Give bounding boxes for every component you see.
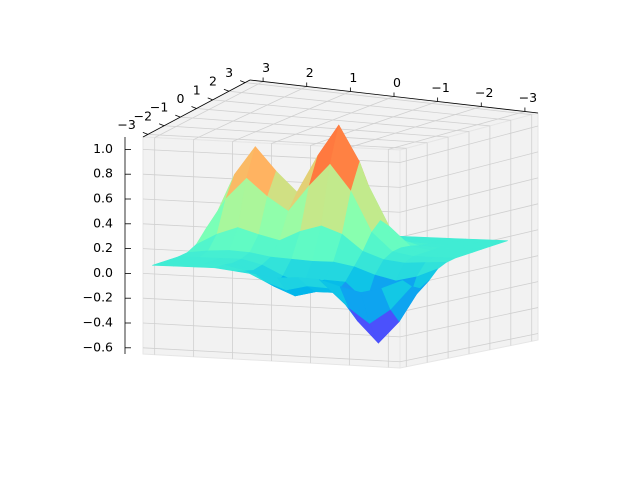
z-tick-label: −0.2 — [83, 290, 113, 305]
grid-line — [142, 347, 401, 363]
grid-line — [228, 90, 511, 121]
grid-line — [245, 82, 532, 116]
y-tick-label: 0 — [177, 91, 185, 106]
y-tick-label: −1 — [150, 100, 168, 115]
x-tick-label: −1 — [431, 80, 449, 95]
x-tick-label: 1 — [349, 70, 357, 85]
grid-line — [399, 281, 539, 313]
x-tick-label: 3 — [262, 60, 270, 75]
grid-line — [164, 125, 428, 144]
z-tick-label: 0.0 — [93, 265, 113, 280]
grid-line — [147, 134, 407, 149]
y-tick — [142, 132, 149, 135]
z-tick-label: 0.4 — [93, 215, 113, 230]
y-tick — [223, 88, 230, 92]
grid-line — [399, 177, 539, 213]
z-tick-label: −0.4 — [83, 315, 113, 330]
y-tick-label: −2 — [134, 108, 152, 123]
y-tick-label: 3 — [225, 65, 233, 80]
grid-line — [399, 203, 539, 238]
y-tick-label: 1 — [193, 82, 201, 97]
grid-line — [399, 151, 539, 188]
x-tick-label: 2 — [306, 65, 314, 80]
x-tick-label: −3 — [519, 90, 537, 105]
z-tick-label: 0.8 — [93, 166, 113, 181]
x-tick-label: 0 — [393, 75, 401, 90]
y-tick-label: 2 — [209, 74, 217, 89]
y-tick — [175, 114, 181, 118]
grid-line — [212, 99, 490, 127]
grid-line — [399, 333, 539, 363]
grid-line — [399, 125, 539, 163]
z-tick-label: 0.2 — [93, 240, 113, 255]
y-tick-label: −3 — [117, 117, 135, 132]
grid-line — [196, 108, 470, 132]
grid-line — [399, 307, 539, 338]
y-tick — [207, 97, 213, 101]
z-tick-label: 1.0 — [93, 141, 113, 156]
z-tick-label: −0.6 — [83, 339, 113, 354]
y-tick — [191, 106, 197, 109]
y-tick — [239, 80, 246, 83]
surface-patch — [381, 280, 412, 310]
grid-line — [180, 116, 449, 138]
x-tick-label: −2 — [475, 85, 493, 100]
y-tick — [158, 123, 165, 127]
z-tick-label: 0.6 — [93, 191, 113, 206]
grid-line — [142, 322, 401, 338]
